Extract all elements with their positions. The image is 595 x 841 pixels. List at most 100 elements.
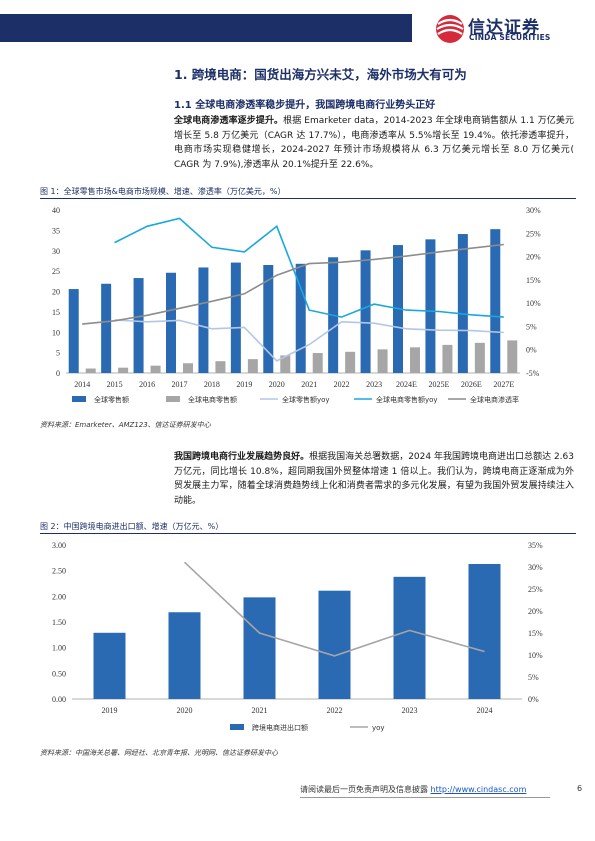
legend-label: 全球零售额	[94, 395, 129, 404]
bar	[93, 632, 126, 699]
y-right-tick-label: 15%	[528, 629, 543, 638]
legend-swatch	[230, 724, 244, 730]
legend-label: 全球电商零售额yoy	[376, 395, 438, 404]
bar	[312, 353, 323, 373]
x-tick-label: 2021	[252, 706, 268, 715]
paragraph-1-body: 根据 Emarketer data，2014-2023 年全球电商销售额从 1.…	[174, 116, 574, 170]
x-tick-label: 2017	[172, 380, 188, 389]
y-left-tick-label: 10	[52, 328, 60, 337]
y-right-tick-label: 35%	[528, 541, 543, 550]
chart-2: 0.00 0.50 1.00 1.50 2.00 2.50 3.00 0% 5% 10% 15% 20…	[52, 541, 543, 732]
bar	[490, 229, 501, 373]
y-left-tick-label: 40	[52, 206, 60, 215]
y-right-tick-label: 10%	[528, 651, 543, 660]
x-tick-label: 2018	[204, 380, 220, 389]
bar	[68, 289, 79, 373]
bar	[468, 563, 501, 699]
x-tick-label: 2020	[177, 706, 193, 715]
legend-label: 全球零售额yoy	[282, 395, 330, 404]
figure-2-rule	[40, 533, 576, 534]
figure-2-source: 资料来源：中国海关总署、网经社、北京青年报、光明网、信达证券研发中心	[40, 749, 278, 757]
figure-1-rule	[40, 198, 576, 199]
bar	[425, 239, 436, 373]
y-right-tick-label: 0%	[528, 695, 539, 704]
paragraph-2: 我国跨境电商行业发展趋势良好。根据我国海关总署数据，2024 年我国跨境电商进出…	[174, 450, 574, 508]
bar	[360, 250, 371, 373]
bar	[295, 263, 306, 373]
y-left-tick-label: 3.00	[52, 541, 66, 550]
cinda-logo-icon	[436, 15, 464, 43]
y-left-tick-label: 35	[52, 226, 60, 235]
paragraph-1: 全球电商渗透率逐步提升。根据 Emarketer data，2014-2023 …	[174, 114, 574, 172]
x-tick-label: 2025E	[428, 380, 449, 389]
x-tick-label: 2023	[402, 706, 418, 715]
paragraph-2-body: 根据我国海关总署数据，2024 年我国跨境电商进出口总额达 2.63 万亿元，同…	[174, 452, 574, 506]
bar	[507, 340, 518, 373]
y-left-tick-label: 1.50	[52, 618, 66, 627]
series-line	[82, 243, 504, 325]
bar	[166, 272, 176, 373]
x-tick-label: 2020	[269, 380, 285, 389]
y-left-tick-label: 1.00	[52, 644, 66, 653]
y-left-tick-label: 5	[56, 349, 60, 358]
legend-label: 跨境电商进出口额	[252, 723, 308, 732]
legend-label: yoy	[372, 724, 385, 732]
bar	[150, 365, 161, 373]
x-tick-label: 2016	[139, 380, 155, 389]
y-left-tick-label: 0	[56, 369, 60, 378]
x-tick-label: 2027E	[493, 380, 514, 389]
y-left-tick-label: 30	[52, 247, 60, 256]
bar	[85, 368, 96, 373]
footer-divider	[300, 797, 550, 798]
bar	[280, 355, 291, 373]
paragraph-1-lead: 全球电商渗透率逐步提升。	[174, 116, 284, 126]
y-right-tick-label: 0%	[526, 346, 537, 355]
figure-2-title: 图 2：中国跨境电商进出口额、增速（万亿元、%）	[40, 522, 224, 531]
bar	[215, 361, 226, 373]
y-left-tick-label: 2.50	[52, 567, 66, 576]
bar	[410, 347, 420, 373]
bar	[198, 267, 209, 373]
x-tick-label: 2019	[236, 380, 252, 389]
paragraph-2-lead: 我国跨境电商行业发展趋势良好。	[174, 452, 310, 462]
y-right-tick-label: 25%	[528, 585, 543, 594]
x-tick-label: 2015	[107, 380, 123, 389]
y-right-tick-label: 15%	[526, 276, 541, 285]
bar	[263, 265, 274, 373]
legend-swatch	[166, 396, 180, 402]
page-number: 6	[577, 784, 583, 793]
bar	[168, 612, 201, 699]
bar	[183, 363, 193, 373]
x-tick-label: 2022	[334, 380, 350, 389]
y-right-tick-label: 20%	[526, 253, 541, 262]
bar	[457, 234, 468, 373]
bar	[345, 351, 356, 373]
header-bar	[0, 14, 412, 42]
footer: 请阅读最后一页免责声明及信息披露 http://www.cindasc.com	[300, 784, 526, 795]
x-tick-label: 2023	[366, 380, 382, 389]
x-tick-label: 2024	[477, 706, 493, 715]
series-line	[114, 319, 504, 362]
footer-url-link[interactable]: http://www.cindasc.com	[430, 785, 527, 794]
bar	[243, 597, 276, 699]
bar	[247, 359, 258, 373]
figure-1-title: 图 1：全球零售市场&电商市场规模、增速、渗透率（万亿美元，%）	[40, 187, 286, 196]
bar	[230, 262, 241, 373]
y-left-tick-label: 25	[52, 267, 60, 276]
bar	[393, 576, 426, 699]
bar	[377, 349, 388, 373]
footer-disclaimer: 请阅读最后一页免责声明及信息披露	[300, 785, 428, 794]
logo-text: 信达证券	[468, 18, 540, 38]
y-left-tick-label: 20	[52, 288, 60, 297]
bar	[474, 342, 485, 373]
x-tick-label: 2014	[74, 380, 90, 389]
chart-1: 0 5 10 15 20 25 30 35 40 -5% 0% 5% 10% 15% 20% 25% 30% 20…	[52, 206, 541, 404]
legend-label: 全球电商零售额	[188, 395, 237, 404]
x-tick-label: 2024E	[396, 380, 417, 389]
y-left-tick-label: 2.00	[52, 592, 66, 601]
y-right-tick-label: 5%	[526, 322, 537, 331]
series-line	[114, 217, 504, 318]
series-line	[183, 561, 485, 657]
y-right-tick-label: 5%	[528, 673, 539, 682]
y-right-tick-label: 30%	[526, 206, 541, 215]
